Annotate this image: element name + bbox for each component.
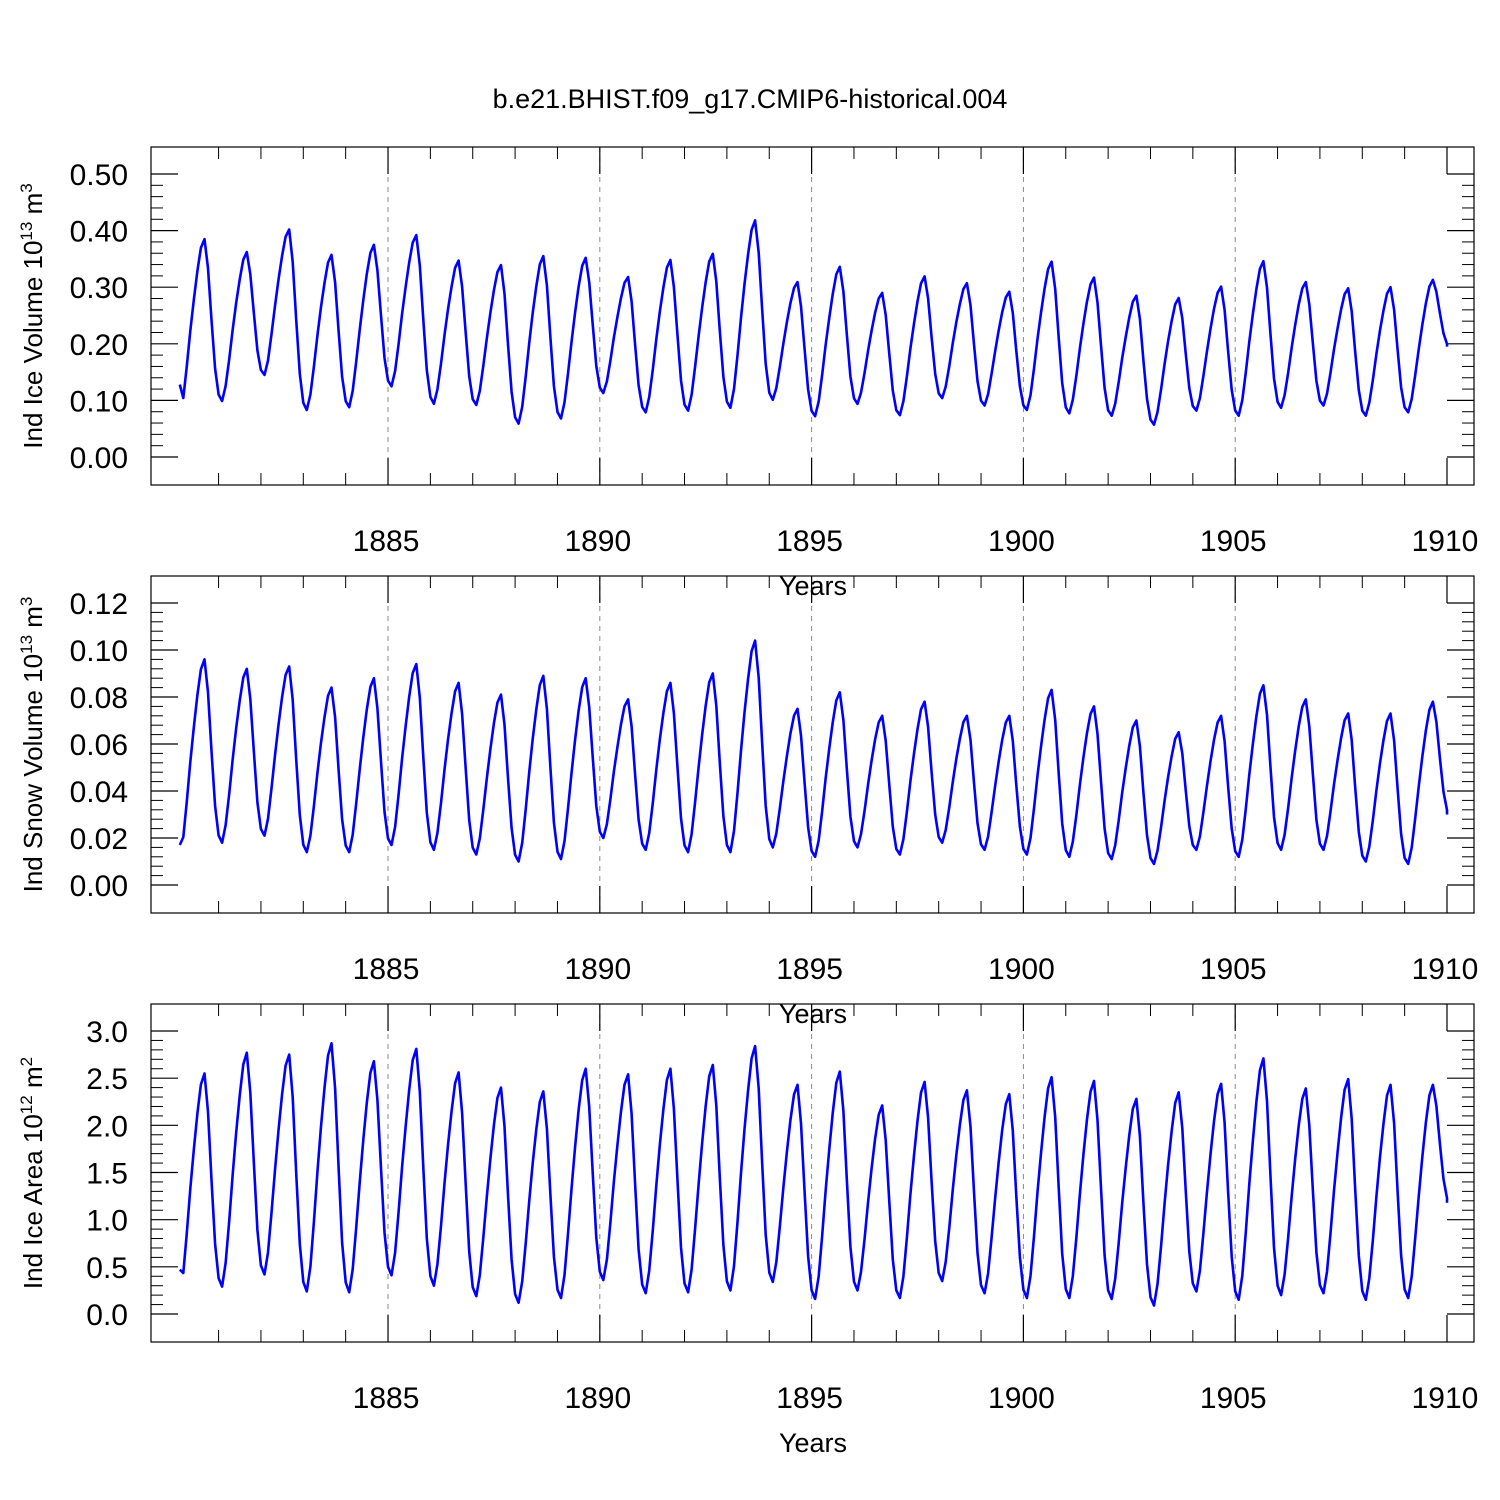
x-tick-label: 1885 [353, 1382, 420, 1415]
x-tick-label: 1885 [353, 953, 420, 986]
series-line [178, 1042, 1449, 1307]
x-tick-label: 1910 [1412, 525, 1479, 558]
x-tick-label: 1895 [776, 525, 843, 558]
plot-frame [150, 146, 1475, 486]
y-tick-label: 0.08 [70, 682, 128, 715]
y-tick-label: 0.20 [70, 329, 128, 362]
y-tick-label: 0.06 [70, 729, 128, 762]
plot-frame [150, 575, 1475, 914]
x-tick-label: 1905 [1200, 953, 1267, 986]
x-tick-label: 1895 [776, 953, 843, 986]
x-tick-label: 1890 [564, 1382, 631, 1415]
panel-snow-volume: 0.00 0.02 0.04 0.06 0.08 0.10 0.12 1885 1890 1895… [17, 575, 1479, 1029]
y-tick-label: 0.50 [70, 159, 128, 192]
x-tick-label: 1905 [1200, 525, 1267, 558]
y-tick-label: 2.0 [86, 1110, 128, 1143]
y-tick-label: 0.5 [86, 1252, 128, 1285]
y-tick-label: 1.5 [86, 1158, 128, 1191]
y-tick-label: 0.00 [70, 442, 128, 475]
y-tick-label: 0.40 [70, 216, 128, 249]
x-tick-label: 1900 [988, 953, 1055, 986]
y-axis-label: Ind Ice Area 1012 m2 [17, 1057, 48, 1289]
x-axis-label: Years [779, 1428, 847, 1458]
panel-ice-volume: 0.00 0.10 0.20 0.30 0.40 0.50 1885 1890 1895 1900… [17, 146, 1479, 601]
y-tick-label: 0.0 [86, 1299, 128, 1332]
y-tick-label: 2.5 [86, 1063, 128, 1096]
x-tick-label: 1890 [564, 953, 631, 986]
x-tick-label: 1895 [776, 1382, 843, 1415]
x-tick-label: 1900 [988, 525, 1055, 558]
x-tick-label: 1905 [1200, 1382, 1267, 1415]
y-tick-label: 0.12 [70, 588, 128, 621]
y-tick-label: 0.00 [70, 870, 128, 903]
x-tick-label: 1885 [353, 525, 420, 558]
panel-ice-area: 0.0 0.5 1.0 1.5 2.0 2.5 3.0 1885 1890 1895 1900 190… [17, 1003, 1479, 1458]
x-tick-label: 1890 [564, 525, 631, 558]
y-tick-label: 0.04 [70, 776, 128, 809]
x-tick-label: 1910 [1412, 1382, 1479, 1415]
y-tick-label: 0.30 [70, 272, 128, 305]
y-tick-label: 3.0 [86, 1016, 128, 1049]
y-tick-label: 0.02 [70, 823, 128, 856]
x-tick-label: 1900 [988, 1382, 1055, 1415]
y-axis-label: Ind Ice Volume 1013 m3 [17, 183, 48, 448]
y-tick-label: 0.10 [70, 635, 128, 668]
series-line [178, 219, 1449, 426]
x-tick-label: 1910 [1412, 953, 1479, 986]
y-tick-label: 1.0 [86, 1205, 128, 1238]
figure-title: b.e21.BHIST.f09_g17.CMIP6-historical.004 [492, 84, 1008, 114]
y-axis-label: Ind Snow Volume 1013 m3 [17, 597, 48, 893]
series-line [178, 639, 1449, 866]
y-tick-label: 0.10 [70, 385, 128, 418]
